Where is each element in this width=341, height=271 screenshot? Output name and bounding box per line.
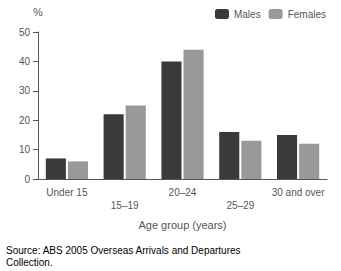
svg-text:10: 10 [19,144,31,155]
svg-text:25–29: 25–29 [226,200,254,211]
svg-text:20: 20 [19,115,31,126]
svg-text:30: 30 [19,85,31,96]
svg-text:20–24: 20–24 [169,187,197,198]
svg-text:Females: Females [288,9,326,20]
svg-text:Age group (years): Age group (years) [138,219,226,231]
svg-text:40: 40 [19,56,31,67]
svg-text:15–19: 15–19 [111,200,139,211]
svg-text:Under 15: Under 15 [46,187,88,198]
svg-text:%: % [33,6,43,18]
svg-text:50: 50 [19,27,31,38]
svg-text:0: 0 [24,174,30,185]
svg-text:30 and over: 30 and over [272,187,325,198]
svg-text:Source: ABS 2005 Overseas Arri: Source: ABS 2005 Overseas Arrivals and D… [6,245,241,256]
svg-text:Males: Males [234,9,261,20]
svg-text:Collection.: Collection. [6,257,53,268]
